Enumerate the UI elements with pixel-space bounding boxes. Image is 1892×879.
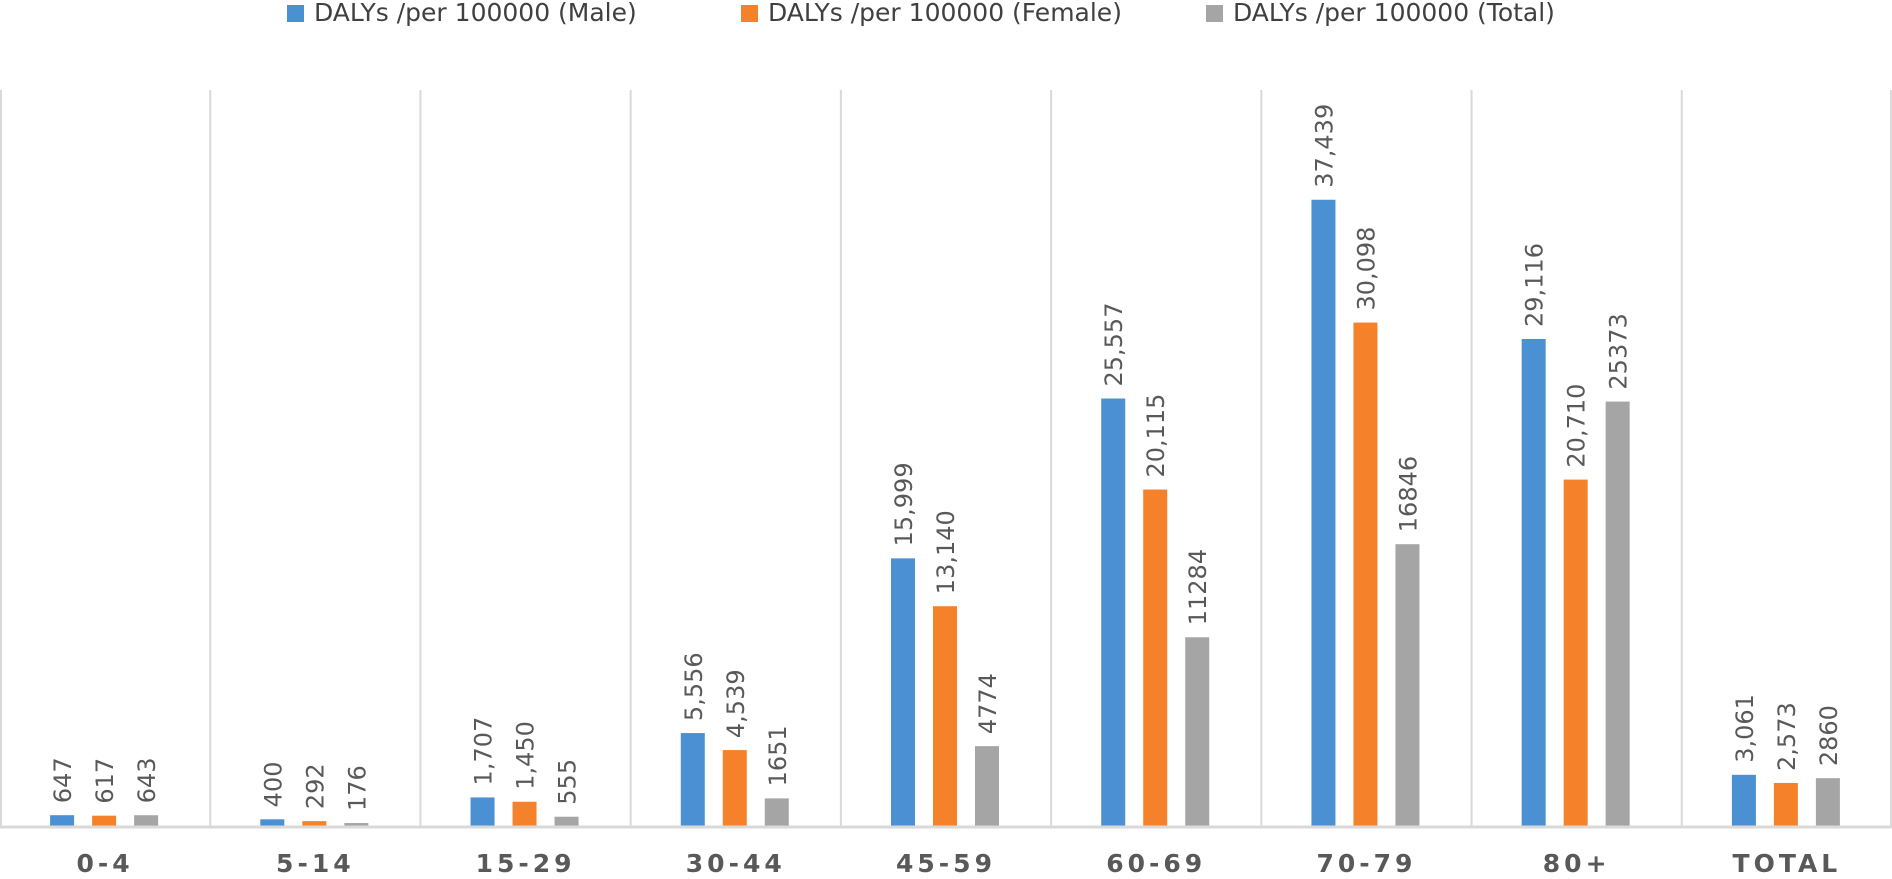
data-label: 29,116 xyxy=(1521,243,1549,327)
legend-label-2: DALYs /per 100000 (Total) xyxy=(1233,0,1555,27)
data-label: 1651 xyxy=(764,725,792,786)
bar-60-69-series-2 xyxy=(1185,637,1210,826)
bar-15-29-series-1 xyxy=(512,801,537,826)
x-tick-label: TOTAL xyxy=(1733,849,1842,875)
legend-swatch-0 xyxy=(287,5,304,22)
data-label: 647 xyxy=(49,757,77,803)
x-tick-label: 0-4 xyxy=(77,849,134,875)
x-tick-label: 5-14 xyxy=(276,849,355,875)
data-label: 4,539 xyxy=(722,669,750,738)
bar-70-79-series-0 xyxy=(1311,199,1336,827)
data-label: 37,439 xyxy=(1310,104,1338,188)
bar-15-29-series-2 xyxy=(554,816,579,826)
legend-label-1: DALYs /per 100000 (Female) xyxy=(768,0,1122,27)
x-tick-label: 80+ xyxy=(1543,849,1611,875)
data-label: 20,710 xyxy=(1563,384,1591,468)
bar-80+-series-2 xyxy=(1605,401,1630,826)
data-label: 25373 xyxy=(1605,313,1633,389)
data-label: 13,140 xyxy=(932,510,960,594)
data-label: 643 xyxy=(133,757,161,803)
data-label: 2860 xyxy=(1815,705,1843,766)
data-label: 3,061 xyxy=(1731,694,1759,763)
data-label: 5,556 xyxy=(680,652,708,721)
bar-5-14-series-0 xyxy=(260,819,285,826)
x-tick-label: 60-69 xyxy=(1106,849,1206,875)
x-axis: 0-4 5-14 15-29 30-44 45-59 60-69 70-79 80+ TOTAL xyxy=(0,825,1892,878)
bar-5-14-series-1 xyxy=(302,821,327,826)
data-label: 617 xyxy=(91,758,119,804)
data-label: 4774 xyxy=(974,673,1002,734)
x-tick-label: 45-59 xyxy=(896,849,996,875)
data-label: 400 xyxy=(259,761,287,807)
data-label: 176 xyxy=(343,765,371,811)
legend: DALYs /per 100000 (Male) DALYs /per 10000… xyxy=(287,0,1555,27)
legend-label-0: DALYs /per 100000 (Male) xyxy=(314,0,637,27)
bar-30-44-series-0 xyxy=(680,733,705,826)
bar-TOTAL-series-2 xyxy=(1815,778,1840,826)
x-tick-label: 15-29 xyxy=(476,849,576,875)
bar-0-4-series-1 xyxy=(92,815,117,826)
data-label: 2,573 xyxy=(1773,702,1801,771)
bar-45-59-series-0 xyxy=(891,558,915,826)
data-label: 11284 xyxy=(1184,549,1212,625)
data-label: 20,115 xyxy=(1142,394,1170,478)
data-labels: 647 617 643 400 292 176 1,707 1,450 555 5,556 4,53… xyxy=(49,104,1843,811)
legend-swatch-2 xyxy=(1206,5,1223,22)
bar-80+-series-1 xyxy=(1563,479,1588,826)
data-label: 1,707 xyxy=(470,717,498,786)
data-label: 30,098 xyxy=(1352,227,1380,311)
bar-30-44-series-1 xyxy=(722,750,747,826)
data-label: 555 xyxy=(554,759,582,805)
bar-30-44-series-2 xyxy=(764,798,789,826)
x-tick-label: 70-79 xyxy=(1316,849,1416,875)
bars xyxy=(50,199,1840,827)
bar-70-79-series-1 xyxy=(1353,322,1378,826)
bar-0-4-series-0 xyxy=(50,815,75,826)
data-label: 16846 xyxy=(1394,456,1422,532)
data-label: 15,999 xyxy=(890,462,918,546)
x-tick-label: 30-44 xyxy=(686,849,786,875)
bar-0-4-series-2 xyxy=(134,815,159,826)
bar-60-69-series-0 xyxy=(1101,398,1126,826)
bar-5-14-series-2 xyxy=(344,823,369,826)
data-label: 292 xyxy=(301,763,329,809)
category-dividers xyxy=(0,90,1892,826)
data-label: 1,450 xyxy=(512,721,540,790)
bar-80+-series-0 xyxy=(1521,338,1546,826)
bar-15-29-series-0 xyxy=(470,797,495,826)
bar-TOTAL-series-1 xyxy=(1773,782,1798,826)
legend-swatch-1 xyxy=(741,5,758,22)
bar-45-59-series-1 xyxy=(933,606,957,826)
bar-60-69-series-1 xyxy=(1143,489,1168,826)
bar-45-59-series-2 xyxy=(975,746,999,826)
data-label: 25,557 xyxy=(1100,303,1128,387)
bar-TOTAL-series-0 xyxy=(1731,774,1756,826)
bar-70-79-series-2 xyxy=(1395,544,1420,826)
